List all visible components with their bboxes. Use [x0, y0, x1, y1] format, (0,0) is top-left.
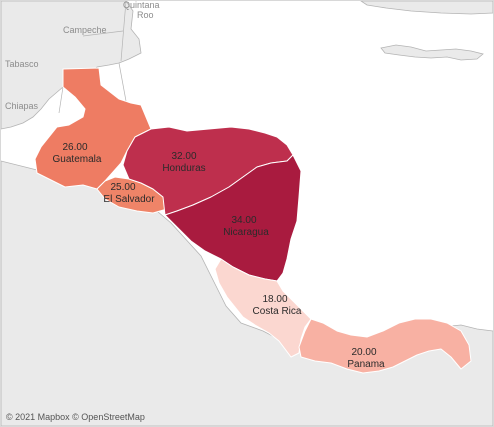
country-panama[interactable] [298, 318, 472, 374]
guatemala-name-label: Guatemala [53, 154, 102, 165]
place-label-quintana: Quintana [123, 1, 160, 10]
el-salvador-value-label: 25.00 [110, 182, 135, 193]
place-label-roo: Roo [137, 10, 154, 20]
country-costa-rica[interactable] [214, 258, 312, 358]
el-salvador-name-label: El Salvador [103, 194, 155, 205]
panama-value-label: 20.00 [351, 347, 376, 358]
honduras-value-label: 32.00 [171, 151, 196, 162]
costa-rica-value-label: 18.00 [262, 294, 287, 305]
place-label-tabasco: Tabasco [5, 59, 39, 69]
nicaragua-value-label: 34.00 [231, 215, 256, 226]
guatemala-value-label: 26.00 [62, 142, 87, 153]
place-label-campeche: Campeche [63, 25, 107, 35]
honduras-name-label: Honduras [162, 163, 205, 174]
panama-name-label: Panama [347, 359, 385, 370]
costa-rica-name-label: Costa Rica [253, 306, 302, 317]
caribbean-island [360, 1, 493, 15]
country-guatemala[interactable] [34, 67, 152, 190]
place-label-chiapas: Chiapas [5, 101, 39, 111]
map-attribution: © 2021 Mapbox © OpenStreetMap [6, 412, 145, 422]
nicaragua-name-label: Nicaragua [223, 227, 269, 238]
caribbean-island [380, 44, 484, 61]
